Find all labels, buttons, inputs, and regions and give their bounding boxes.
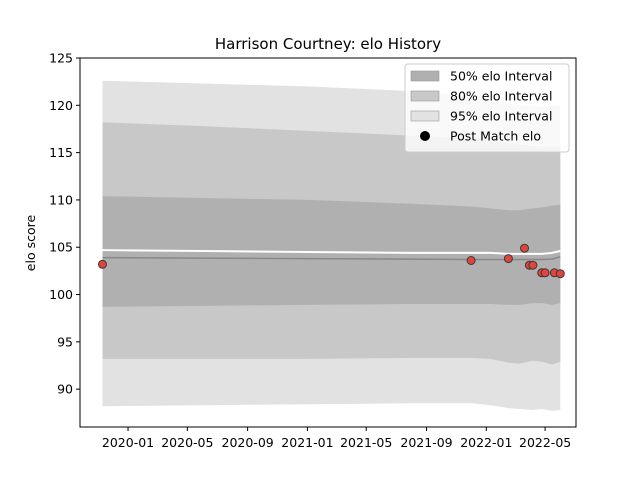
post-match-elo-point xyxy=(528,260,538,270)
x-tick-label: 2022-01 xyxy=(460,435,512,450)
y-tick-label: 115 xyxy=(49,145,73,160)
x-tick-label: 2020-09 xyxy=(222,435,274,450)
legend-swatch xyxy=(410,110,440,122)
y-tick-label: 95 xyxy=(57,334,73,349)
x-tick-label: 2021-05 xyxy=(340,435,392,450)
axes-frame xyxy=(79,57,577,428)
legend-box xyxy=(404,63,570,153)
post-match-elo-point xyxy=(540,268,550,278)
x-tick-label: 2020-01 xyxy=(102,435,154,450)
legend-swatch xyxy=(410,90,440,102)
legend-entries: 50% elo Interval 80% elo Interval 95% elo … xyxy=(410,69,552,144)
x-tick-label: 2022-05 xyxy=(519,435,571,450)
y-axis-label: elo score xyxy=(23,215,38,272)
y-tick-label: 90 xyxy=(57,382,73,397)
y-axis-ticks: 90 95 100 105 110 115 120 125 xyxy=(49,51,80,397)
interval-bands xyxy=(102,80,561,411)
post-match-points xyxy=(98,243,565,279)
x-tick-label: 2021-01 xyxy=(281,435,333,450)
post-match-elo-point xyxy=(98,259,107,269)
post-match-elo-point xyxy=(503,254,513,264)
y-tick-label: 110 xyxy=(49,192,73,207)
legend-swatch xyxy=(410,70,440,82)
median-elo-line xyxy=(102,255,561,261)
x-tick-label: 2021-09 xyxy=(400,435,452,450)
legend-label: 50% elo Interval xyxy=(450,69,552,84)
x-axis-ticks: 2020-01 2020-05 2020-09 2021-01 2021-05 2021-… xyxy=(102,427,571,450)
legend-marker xyxy=(420,131,430,141)
y-tick-label: 125 xyxy=(49,51,73,66)
post-match-elo-point xyxy=(466,256,476,265)
y-tick-label: 105 xyxy=(49,240,73,255)
x-tick-label: 2020-05 xyxy=(161,435,213,450)
legend: 50% elo Interval 80% elo Interval 95% elo … xyxy=(404,63,570,153)
elo-lines xyxy=(102,249,561,261)
post-match-elo-point xyxy=(520,243,529,253)
chart-title: Harrison Courtney: elo History xyxy=(215,35,441,53)
post-match-elo-point xyxy=(555,269,565,279)
mean-elo-line xyxy=(102,249,561,255)
y-tick-label: 100 xyxy=(49,287,73,302)
legend-label: Post Match elo xyxy=(450,129,541,144)
y-tick-label: 120 xyxy=(49,98,73,113)
plot-area xyxy=(98,80,565,411)
legend-label: 95% elo Interval xyxy=(450,109,552,124)
legend-label: 80% elo Interval xyxy=(450,89,552,104)
